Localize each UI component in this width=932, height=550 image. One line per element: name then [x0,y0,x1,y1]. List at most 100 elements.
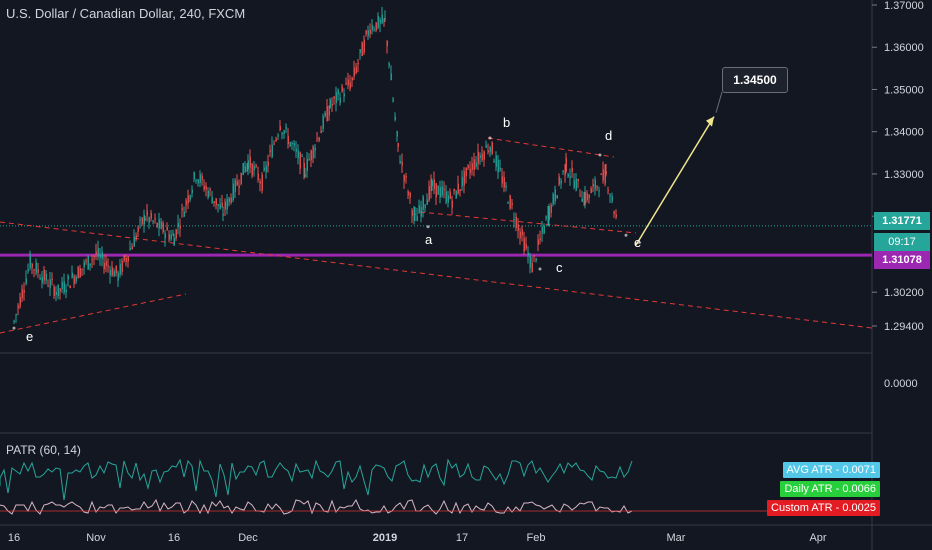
candle-body [144,218,146,220]
trendline-long [0,221,873,329]
candle-body [242,162,244,175]
candle-body [95,251,97,255]
candle-body [577,178,579,181]
candle-body [411,210,413,216]
wave-label-a: a [425,232,433,247]
candle-body [611,196,613,202]
daily-atr-badge: Daily ATR - 0.0066 [780,481,880,497]
candle-body [613,211,615,214]
candle-body [375,22,377,31]
candle-body [567,174,569,177]
candle-body [465,167,467,177]
candle-body [552,194,554,205]
candle-body [503,177,505,188]
candle-body [527,252,529,256]
candle-body [45,273,47,281]
candle-body [615,214,617,218]
candle-body [131,246,133,250]
candle-body [407,191,409,196]
candle-body [573,180,575,188]
candle-body [115,265,117,274]
target-price-callout[interactable]: 1.34500 [722,67,788,93]
candle-body [405,176,407,178]
candle-body [569,176,571,178]
candle-body [293,142,295,146]
candle-body [205,186,207,190]
candle-body [152,220,154,222]
patr-daily-line [0,458,633,501]
candle-body [564,164,566,176]
candle-body [539,238,541,240]
candle-body [548,206,550,221]
candle-body [41,276,43,283]
candle-body [77,267,79,279]
price-tick-label: 1.34000 [884,127,924,139]
candle-body [443,189,445,191]
candle-body [168,234,170,240]
candle-body [383,18,385,20]
candle-body [477,151,479,164]
candle-body [85,260,87,262]
candle-body [428,186,430,201]
candle-body [373,29,375,31]
candle-body [283,130,285,134]
candle-body [150,212,152,219]
candle-body [351,77,353,81]
candle-body [246,163,248,168]
candle-body [125,258,127,263]
candle-body [261,174,263,191]
candle-body [133,236,135,247]
candle-body [329,99,331,108]
candle-body [353,67,355,77]
candle-body [23,290,25,293]
candle-body [146,210,148,216]
candle-body [565,157,567,172]
candle-body [390,73,392,81]
candle-body [29,254,31,269]
candle-body [183,211,185,217]
candle-body [605,171,607,174]
candle-body [535,258,537,261]
candle-body [295,148,297,152]
candle-body [244,166,246,172]
candle-body [191,189,193,193]
candle-body [571,167,573,173]
candle-body [285,126,287,129]
candle-body [556,195,558,199]
candle-body [267,161,269,167]
candle-body [341,86,343,92]
candle-body [554,189,556,202]
candle-body [187,195,189,204]
candle-body [473,159,475,170]
candle-body [265,165,267,172]
candle-body [314,147,316,151]
candle-body [326,105,328,122]
candle-body [139,219,141,221]
candle-body [471,163,473,170]
candle-body [129,248,131,250]
candle-body [586,193,588,201]
candle-body [511,203,513,205]
candle-body [101,251,103,260]
candle-body [349,82,351,89]
candle-body [394,116,396,120]
triangle-lower-line [419,211,637,234]
candle-body [303,163,305,172]
candle-body [158,219,160,229]
candle-body [431,180,433,186]
candle-body [594,179,596,190]
candle-body [316,138,318,140]
candle-body [53,287,55,297]
avg-atr-badge: AVG ATR - 0.0071 [782,462,880,478]
projection-arrow-line [635,116,715,246]
candle-body [320,130,322,134]
candle-body [255,165,257,167]
candle-body [97,248,99,257]
candle-body [331,103,333,106]
candle-body [222,213,224,216]
candle-body [179,225,181,229]
candle-body [209,188,211,191]
candle-body [499,167,501,170]
time-tick-label: Feb [527,532,546,544]
